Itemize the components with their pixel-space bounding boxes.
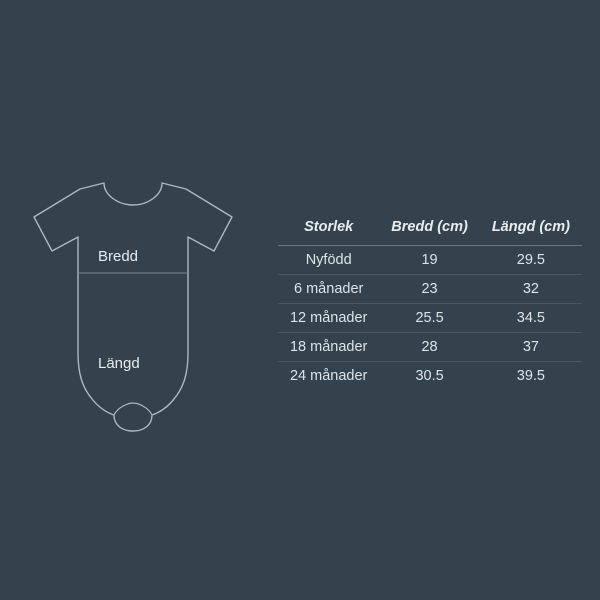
cell-length: 32 xyxy=(480,274,582,303)
cell-length: 34.5 xyxy=(480,303,582,332)
table-row: 12 månader 25.5 34.5 xyxy=(278,303,582,332)
cell-size: 24 månader xyxy=(278,361,379,390)
cell-width: 30.5 xyxy=(379,361,479,390)
col-header-length: Längd (cm) xyxy=(480,211,582,246)
cell-length: 29.5 xyxy=(480,245,582,274)
col-header-width: Bredd (cm) xyxy=(379,211,479,246)
cell-width: 19 xyxy=(379,245,479,274)
cell-size: 6 månader xyxy=(278,274,379,303)
table-row: 24 månader 30.5 39.5 xyxy=(278,361,582,390)
table-row: 18 månader 28 37 xyxy=(278,332,582,361)
garment-diagram: Bredd Längd xyxy=(18,155,248,445)
crotch-seam xyxy=(114,403,152,415)
onesie-path xyxy=(34,183,232,431)
cell-width: 28 xyxy=(379,332,479,361)
table-row: 6 månader 23 32 xyxy=(278,274,582,303)
col-header-size: Storlek xyxy=(278,211,379,246)
cell-length: 37 xyxy=(480,332,582,361)
cell-size: Nyfödd xyxy=(278,245,379,274)
table-row: Nyfödd 19 29.5 xyxy=(278,245,582,274)
cell-size: 12 månader xyxy=(278,303,379,332)
onesie-outline xyxy=(18,155,248,445)
cell-length: 39.5 xyxy=(480,361,582,390)
table-header-row: Storlek Bredd (cm) Längd (cm) xyxy=(278,211,582,246)
diagram-label-width: Bredd xyxy=(98,248,138,265)
cell-width: 23 xyxy=(379,274,479,303)
size-table: Storlek Bredd (cm) Längd (cm) Nyfödd 19 … xyxy=(278,211,582,390)
cell-width: 25.5 xyxy=(379,303,479,332)
diagram-label-length: Längd xyxy=(98,355,140,372)
cell-size: 18 månader xyxy=(278,332,379,361)
size-chart-container: Bredd Längd Storlek Bredd (cm) Längd (cm… xyxy=(0,155,600,445)
